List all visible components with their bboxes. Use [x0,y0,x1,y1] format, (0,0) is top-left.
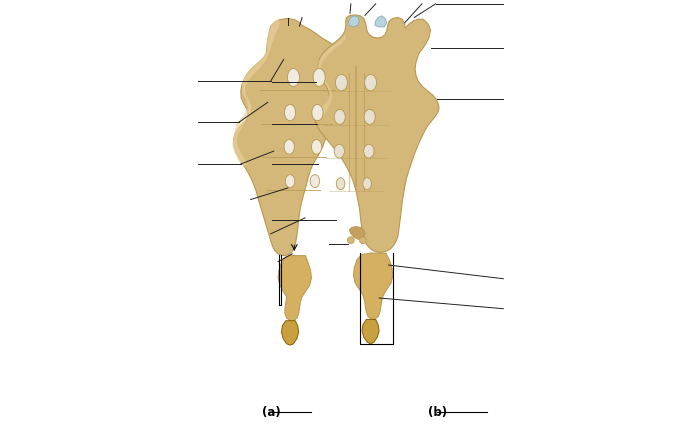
Ellipse shape [310,175,320,188]
Polygon shape [354,253,393,319]
Text: (a): (a) [262,405,281,418]
Ellipse shape [335,75,347,92]
Ellipse shape [284,105,295,121]
Polygon shape [232,20,279,168]
Ellipse shape [284,140,294,155]
Circle shape [347,237,354,244]
Ellipse shape [363,178,372,190]
Ellipse shape [364,110,375,125]
Ellipse shape [312,140,322,155]
Polygon shape [349,17,359,28]
Polygon shape [374,17,387,28]
Polygon shape [315,35,346,121]
Polygon shape [315,16,439,252]
Ellipse shape [365,75,377,92]
Ellipse shape [286,175,295,188]
Ellipse shape [334,110,345,125]
Polygon shape [349,227,365,240]
Polygon shape [362,319,379,344]
Ellipse shape [313,69,326,87]
Ellipse shape [288,69,300,87]
Ellipse shape [336,178,345,190]
Ellipse shape [334,145,344,159]
Polygon shape [234,19,345,256]
Circle shape [359,237,366,244]
Ellipse shape [364,145,374,159]
Polygon shape [278,256,312,321]
Text: (b): (b) [428,405,447,418]
Polygon shape [281,321,299,345]
Ellipse shape [312,105,323,121]
